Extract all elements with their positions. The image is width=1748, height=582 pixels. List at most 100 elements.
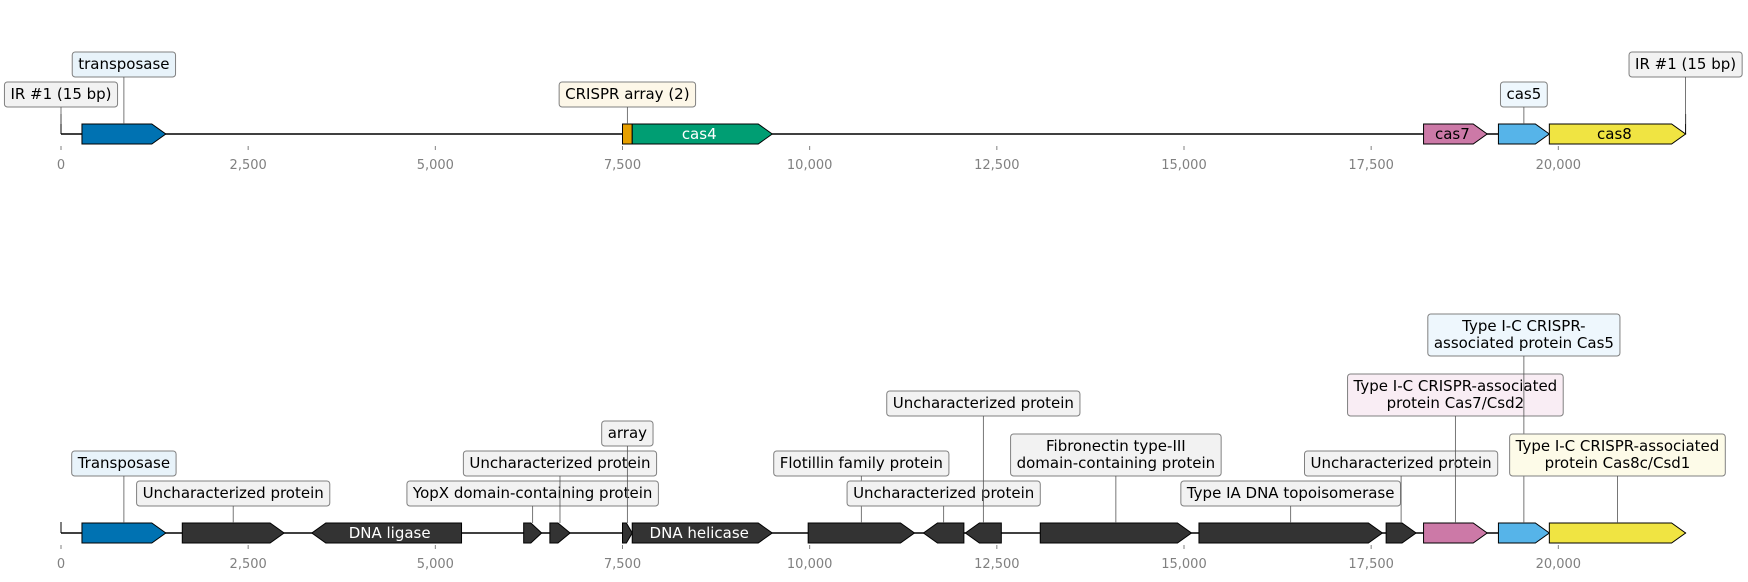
yopx: YopX domain-containing protein	[406, 480, 659, 544]
flotillin: Flotillin family protein	[773, 450, 950, 544]
axis-tick-label: 15,000	[1161, 557, 1207, 572]
cas7-b-label-text: protein Cas7/Csd2	[1387, 394, 1525, 412]
unchar-1-label-text: Uncharacterized protein	[143, 484, 324, 502]
axis-tick-label: 5,000	[417, 557, 454, 572]
yopx-gene-arrow	[523, 522, 543, 544]
crispr-array-gene-arrow	[621, 123, 633, 145]
axis-tick-label: 12,500	[974, 557, 1020, 572]
axis-tick-label: 7,500	[604, 557, 641, 572]
cas7-b-label-text: Type I-C CRISPR-associated	[1353, 377, 1558, 395]
dna-ligase-gene-label: DNA ligase	[349, 524, 431, 542]
array-b-label: array	[601, 420, 654, 447]
cas5-b-label-text: Type I-C CRISPR-	[1461, 317, 1585, 335]
axis-tick-label: 7,500	[604, 158, 641, 173]
yopx-label-text: YopX domain-containing protein	[412, 484, 652, 502]
crispr-array-label: CRISPR array (2)	[558, 81, 697, 108]
track-top: 0 2,500 5,000 7,500 10,000 12,500 15,000 17,500…	[3, 51, 1743, 173]
dna-ligase-gene-arrow	[310, 522, 463, 544]
cas8-b-label-text: protein Cas8c/Csd1	[1545, 454, 1691, 472]
cas8: cas8	[1548, 123, 1687, 145]
cas7: cas7	[1423, 123, 1489, 145]
unchar-5-label-text: Uncharacterized protein	[1310, 454, 1491, 472]
unchar-3-label-text: Uncharacterized protein	[853, 484, 1034, 502]
unchar-4-gene-arrow	[964, 522, 1002, 544]
unchar-3-gene-arrow	[922, 522, 965, 544]
cas5-b-gene-arrow	[1497, 522, 1551, 544]
cas8-b-gene-arrow	[1548, 522, 1687, 544]
fibronectin-label-text: domain-containing protein	[1017, 454, 1216, 472]
topoisomerase-label: Type IA DNA topoisomerase	[1180, 480, 1401, 507]
axis-tick-label: 2,500	[230, 158, 267, 173]
cas5-b-label: Type I-C CRISPR-associated protein Cas5	[1427, 313, 1621, 357]
array-b-gene-arrow	[621, 522, 633, 544]
track-bottom-axis: 0 2,500 5,000 7,500 10,000 12,500 15,000 17,500…	[57, 545, 1581, 572]
unchar-5: Uncharacterized protein	[1303, 450, 1499, 544]
cas5-label: cas5	[1499, 81, 1548, 108]
array-b: array	[601, 420, 654, 544]
cas8-gene-label: cas8	[1597, 125, 1632, 143]
axis-tick-label: 20,000	[1536, 557, 1582, 572]
transposase-label-text: transposase	[78, 55, 169, 73]
axis-tick-label: 12,500	[974, 158, 1020, 173]
cas5-label-text: cas5	[1506, 85, 1541, 103]
unchar-1: Uncharacterized protein	[136, 480, 331, 544]
unchar-4-label: Uncharacterized protein	[886, 390, 1081, 417]
unchar-2-label: Uncharacterized protein	[462, 450, 658, 477]
axis-tick-label: 0	[57, 158, 65, 173]
transposase: transposase	[71, 51, 177, 145]
unchar-4: Uncharacterized protein	[886, 390, 1081, 544]
dna-ligase: DNA ligase	[310, 522, 463, 544]
ir-left-label-text: IR #1 (15 bp)	[10, 85, 111, 103]
ir-left: IR #1 (15 bp)	[3, 81, 119, 134]
topoisomerase-label-text: Type IA DNA topoisomerase	[1186, 484, 1395, 502]
transposase-b-gene-arrow	[81, 522, 167, 544]
fibronectin-label-text: Fibronectin type-III	[1046, 437, 1186, 455]
axis-tick-label: 10,000	[787, 557, 833, 572]
unchar-3-label: Uncharacterized protein	[846, 480, 1041, 507]
unchar-2-label-text: Uncharacterized protein	[469, 454, 650, 472]
dna-helicase-gene-arrow	[631, 522, 774, 544]
axis-tick-label: 15,000	[1161, 158, 1207, 173]
ir-right: IR #1 (15 bp)	[1628, 51, 1743, 134]
unchar-4-label-text: Uncharacterized protein	[893, 394, 1074, 412]
unchar-5-label: Uncharacterized protein	[1303, 450, 1499, 477]
cas7-b-gene-arrow	[1423, 522, 1489, 544]
unchar-2-gene-arrow	[549, 522, 571, 544]
cas4-gene-arrow	[631, 123, 774, 145]
track-top-axis: 0 2,500 5,000 7,500 10,000 12,500 15,000 17,500…	[57, 146, 1581, 173]
flotillin-label: Flotillin family protein	[773, 450, 950, 477]
ir-right-label: IR #1 (15 bp)	[1628, 51, 1743, 78]
ir-left-label: IR #1 (15 bp)	[3, 81, 119, 108]
cas5: cas5	[1497, 81, 1551, 145]
transposase-gene-arrow	[81, 123, 167, 145]
axis-tick-label: 17,500	[1348, 557, 1394, 572]
unchar-2: Uncharacterized protein	[462, 450, 658, 544]
axis-tick-label: 0	[57, 557, 65, 572]
fibronectin-gene-arrow	[1039, 522, 1193, 544]
unchar-1-gene-arrow	[181, 522, 285, 544]
flotillin-label-text: Flotillin family protein	[780, 454, 943, 472]
cas5-b-label-text: associated protein Cas5	[1434, 334, 1614, 352]
transposase-label: transposase	[71, 51, 177, 78]
cas8-gene-arrow	[1548, 123, 1687, 145]
unchar-3: Uncharacterized protein	[846, 480, 1041, 544]
cas4-gene-label: cas4	[682, 125, 717, 143]
ir-right-label-text: IR #1 (15 bp)	[1635, 55, 1736, 73]
topoisomerase: Type IA DNA topoisomerase	[1180, 480, 1401, 544]
track-bottom: 0 2,500 5,000 7,500 10,000 12,500 15,000 17,500…	[57, 313, 1726, 572]
dna-helicase-gene-label: DNA helicase	[650, 524, 749, 542]
cas5-b: Type I-C CRISPR-associated protein Cas5	[1427, 313, 1621, 544]
topoisomerase-gene-arrow	[1198, 522, 1384, 544]
cas7-gene-label: cas7	[1435, 125, 1470, 143]
axis-tick-label: 2,500	[230, 557, 267, 572]
yopx-label: YopX domain-containing protein	[406, 480, 659, 507]
cas5-gene-arrow	[1497, 123, 1551, 145]
crispr-array-label-text: CRISPR array (2)	[565, 85, 689, 103]
